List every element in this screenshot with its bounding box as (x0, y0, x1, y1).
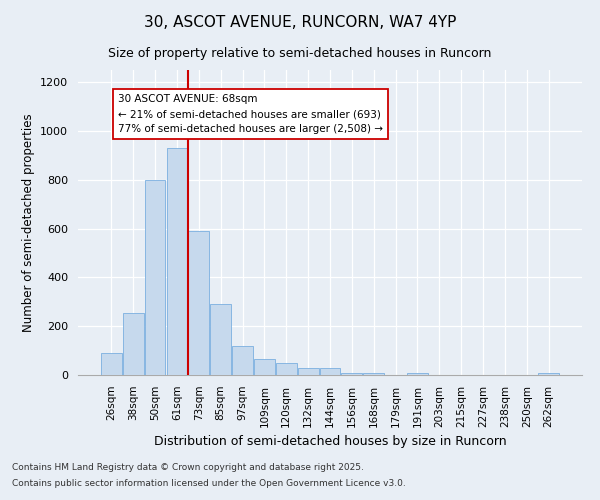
Bar (407, 374, 428, 375)
Bar (276, 364, 296, 375)
Bar (320, 368, 340, 375)
Bar (123, 313, 143, 375)
Bar (101, 353, 122, 375)
X-axis label: Distribution of semi-detached houses by size in Runcorn: Distribution of semi-detached houses by … (154, 435, 506, 448)
Bar (341, 372, 362, 375)
Text: Contains HM Land Registry data © Crown copyright and database right 2025.: Contains HM Land Registry data © Crown c… (12, 464, 364, 472)
Bar (145, 180, 166, 375)
Bar (364, 374, 384, 375)
Y-axis label: Number of semi-detached properties: Number of semi-detached properties (22, 113, 35, 332)
Text: 30, ASCOT AVENUE, RUNCORN, WA7 4YP: 30, ASCOT AVENUE, RUNCORN, WA7 4YP (144, 15, 456, 30)
Bar (538, 373, 559, 375)
Bar (188, 231, 209, 375)
Bar (298, 368, 319, 375)
Bar (254, 359, 275, 375)
Bar (232, 346, 253, 375)
Bar (167, 148, 187, 375)
Bar (210, 304, 231, 375)
Text: 30 ASCOT AVENUE: 68sqm
← 21% of semi-detached houses are smaller (693)
77% of se: 30 ASCOT AVENUE: 68sqm ← 21% of semi-det… (118, 94, 383, 134)
Text: Contains public sector information licensed under the Open Government Licence v3: Contains public sector information licen… (12, 478, 406, 488)
Text: Size of property relative to semi-detached houses in Runcorn: Size of property relative to semi-detach… (109, 48, 491, 60)
